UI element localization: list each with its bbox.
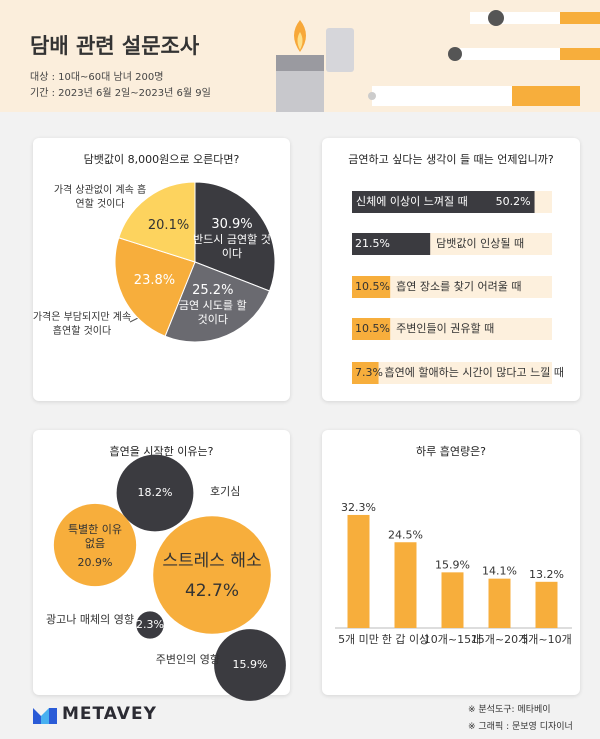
bubble [214,629,286,701]
x-tick-label: 5개 미만 [338,633,379,646]
value-label: 20.1% [147,217,190,233]
header-line: 대상 : 10대~60대 남녀 200명 [30,72,164,83]
pie-slice [118,181,196,263]
header-art [276,10,600,112]
bar [535,581,558,628]
footer-note: ※ 그래픽 : 문보영 디자이너 [468,722,573,732]
bubble [136,611,164,639]
bar-track [352,276,552,298]
category-label: 흡연 장소를 찾기 어려울 때 [396,279,521,293]
bar-track [352,318,552,340]
bubble [153,516,271,634]
value-label: 42.7% [184,581,240,601]
category-label: 호기심 [210,485,240,498]
value-label: 10.5% [355,280,390,293]
category-label: 가격 상관없이 계속 흡연할 것이다 [53,185,147,210]
category-label: 신체에 이상이 느껴질 때 [356,195,468,208]
category-label: 담뱃값이 인상될 때 [436,236,524,250]
value-label: 32.3% [341,501,376,514]
category-label: 가격은 부담되지만 계속 흡연할 것이다 [32,312,132,337]
value-label: 24.5% [388,528,423,541]
pie-slice [114,237,196,337]
x-tick-label: 한 갑 이상 [382,633,429,646]
value-label: 15.9% [233,658,268,671]
category-label: 반드시 금연할 것이다 [193,232,271,260]
chart-title: 흡연을 시작한 이유는? [110,444,214,458]
value-label: 10.5% [355,322,390,335]
x-tick-label: 10개~15개 [424,633,481,646]
value-label: 50.2% [496,195,531,208]
value-label: 25.2% [192,283,234,299]
footer-note: ※ 분석도구: 메타베이 [468,705,551,715]
value-label: 20.9% [77,556,113,569]
chart-title: 금연하고 싶다는 생각이 들 때는 언제입니까? [348,152,554,166]
bar-track [352,362,552,384]
card [322,138,580,401]
bubble [53,503,137,587]
chart-title: 담뱃값이 8,000원으로 오른다면? [84,153,240,166]
value-label: 18.2% [138,486,173,499]
header: 담배 관련 설문조사 대상 : 10대~60대 남녀 200명 기간 : 202… [0,0,600,112]
bar [441,572,464,628]
category-label: 스트레스 해소 [162,551,262,571]
pie-slice [164,261,271,343]
bar [352,191,535,213]
x-tick-label: 15개~20개 [471,633,528,646]
value-label: 14.1% [482,565,517,578]
bar [394,542,417,628]
category-label: 주변인의 영향 [156,653,220,666]
bar [352,362,379,384]
value-label: 2.3% [136,618,164,631]
category-label: 광고나 매체의 영향 [46,613,134,626]
x-tick-label: 5개~10개 [521,633,571,646]
value-label: 30.9% [211,216,253,232]
value-label: 15.9% [435,558,470,571]
value-label: 13.2% [529,568,564,581]
logo-icon [33,706,57,724]
bar [352,233,431,255]
bar [352,318,391,340]
header-line: 기간 : 2023년 6월 2일~2023년 6월 9일 [30,88,211,99]
bar [488,578,511,628]
value-label: 23.8% [133,273,176,289]
category-label: 흡연에 할애하는 시간이 많다고 느낄 때 [385,365,564,379]
pie-slice [194,181,276,292]
category-label: 금연 시도를 할 것이다 [178,299,247,327]
page-title: 담배 관련 설문조사 [30,34,200,58]
category-label: 특별한 이유 없음 [67,523,123,550]
chart-title: 하루 흡연량은? [416,444,486,458]
bar [352,276,391,298]
value-label: 7.3% [355,366,383,379]
category-label: 주변인들이 권유할 때 [396,322,494,335]
bar [347,514,370,628]
bubble [116,454,194,532]
value-label: 21.5% [355,237,390,250]
brand: METAVEY [62,704,157,724]
